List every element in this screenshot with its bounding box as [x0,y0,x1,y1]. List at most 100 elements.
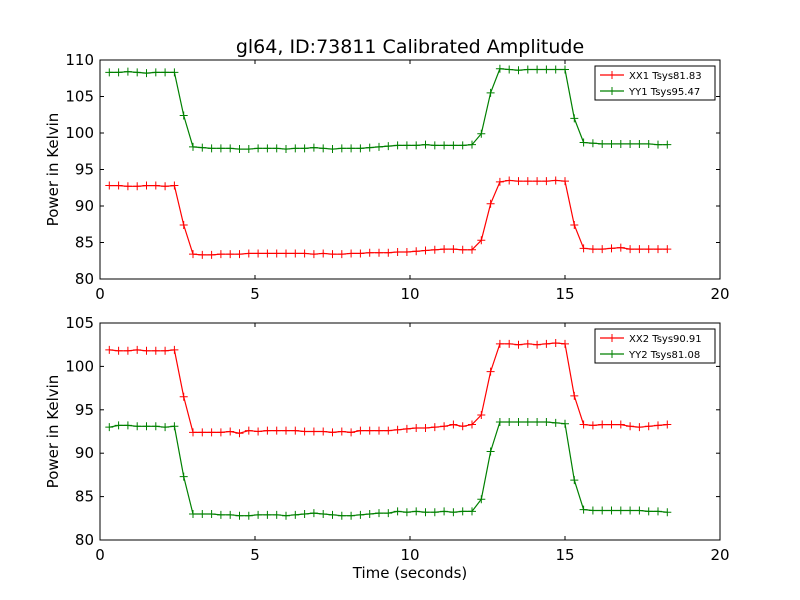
data-point [421,246,430,255]
data-point [282,249,290,258]
data-point [365,509,374,518]
data-point [542,339,551,348]
y-tick-label: 105 [65,88,94,106]
data-point [514,417,523,426]
data-point [123,67,132,76]
data-point [114,421,123,430]
data-point [588,139,597,148]
data-point [523,417,532,426]
data-point [384,248,393,257]
data-point [542,177,551,186]
data-point [309,427,318,436]
data-point [161,423,170,432]
data-point [105,181,114,190]
data-point [319,509,328,518]
data-point [486,88,495,97]
data-point [542,417,551,426]
data-point [328,510,337,519]
data-point [579,138,588,147]
data-point [254,427,263,436]
data-point [412,424,421,433]
data-point [458,245,467,254]
data-point [114,68,123,77]
data-point [635,139,644,148]
data-point [226,427,235,436]
data-point [505,339,514,348]
data-point [226,250,235,259]
data-point [179,472,188,481]
data-point [635,423,644,432]
data-point [198,428,207,437]
data-point [161,346,170,355]
data-point [375,426,383,435]
data-point [244,511,253,520]
data-point [551,65,560,74]
data-point [179,111,188,120]
data-point [663,245,672,254]
data-point [142,69,151,78]
data-point [607,420,616,429]
data-point [644,139,653,148]
legend-marker [608,334,616,342]
data-point [244,249,253,258]
data-point [458,141,467,150]
data-point [337,427,346,436]
data-point [235,250,244,259]
data-point [505,417,514,426]
data-point [179,220,188,229]
data-point [356,510,365,519]
data-point [635,506,644,515]
data-point [412,247,421,256]
data-point [430,141,439,150]
data-point [440,422,449,431]
data-point [309,143,318,152]
data-point [561,177,569,186]
data-point [468,420,476,429]
data-point [198,509,207,518]
data-point [402,247,411,256]
data-point [430,423,439,432]
data-point [458,422,467,431]
data-point [393,425,402,434]
data-point [551,338,560,347]
data-point [402,141,411,150]
data-point [263,249,272,258]
data-point [300,144,309,153]
data-point [495,177,504,186]
data-point [319,144,328,153]
x-tick-label: 0 [95,285,105,303]
data-point [328,250,337,259]
legend-entry-label: XX2 Tsys90.91 [629,334,702,345]
chart-title: gl64, ID:73811 Calibrated Amplitude [236,36,584,58]
data-point [477,411,486,420]
y-tick-label: 95 [75,401,94,419]
data-point [282,511,290,520]
data-point [458,507,467,516]
data-point [505,176,514,185]
data-point [440,507,449,516]
data-point [635,245,644,254]
y-tick-label: 90 [75,197,94,215]
legend-marker [608,350,616,358]
data-point [514,177,523,186]
data-point [477,236,486,245]
data-point [263,426,272,435]
data-point [477,495,486,504]
data-point [179,392,188,401]
data-point [291,426,300,435]
data-point [365,143,374,152]
data-point [375,248,383,257]
data-point [644,507,653,516]
y-tick-label: 105 [65,314,94,332]
data-point [468,245,476,254]
data-point [607,506,616,515]
data-point [570,114,579,123]
data-point [477,129,486,138]
data-point [588,245,597,254]
data-point [384,426,393,435]
data-point [375,509,383,518]
data-point [347,249,356,258]
data-point [198,143,207,152]
data-point [384,509,393,518]
legend-entry-label: XX1 Tsys81.83 [629,71,702,82]
